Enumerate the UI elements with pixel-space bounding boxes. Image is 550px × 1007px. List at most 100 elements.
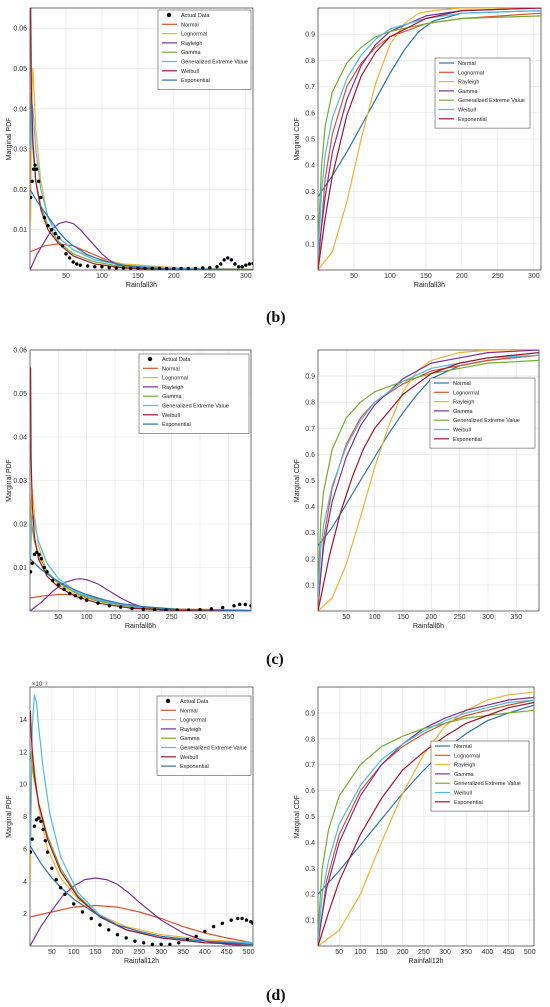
series-line-gamma xyxy=(30,751,253,945)
actual-data-point xyxy=(215,265,219,269)
actual-data-point xyxy=(32,824,37,828)
x-tick-label: 50 xyxy=(342,614,350,621)
legend-label-actual-data: Actual Data xyxy=(181,13,210,19)
actual-data-point xyxy=(244,918,249,922)
y-tick-label: 0.7 xyxy=(305,762,315,769)
series-group xyxy=(30,8,253,270)
x-tick-label: 50 xyxy=(350,273,358,280)
axes-box xyxy=(317,7,542,271)
actual-data-point xyxy=(141,941,146,945)
y-tick-label: 0.1 xyxy=(305,918,315,925)
legend-box xyxy=(156,695,252,776)
series-group xyxy=(318,691,534,946)
legend-label-generalized-extreme-value: Generalized Extreme Value xyxy=(453,418,520,424)
legend-label-exponential: Exponential xyxy=(181,78,210,84)
series-line-generalized-extreme-value xyxy=(318,359,539,591)
y-tick-label: 0.02 xyxy=(13,522,27,529)
x-tick-label: 300 xyxy=(155,949,167,956)
legend: Normal Lognormal Rayleigh Gamma Generalized … xyxy=(430,740,530,812)
actual-data-point xyxy=(211,924,216,929)
actual-data-point xyxy=(237,602,242,607)
grid xyxy=(318,687,534,946)
x-tick-label: 250 xyxy=(166,614,178,621)
y-axis-label: Marginal PDF xyxy=(6,795,13,838)
x-tick-label: 200 xyxy=(168,273,180,280)
actual-data-point xyxy=(226,256,230,260)
legend-label-exponential: Exponential xyxy=(180,764,209,770)
legend-label-normal: Normal xyxy=(180,708,198,714)
actual-data-point xyxy=(130,606,134,611)
actual-data-point xyxy=(64,252,68,256)
x-tick-label: 500 xyxy=(243,949,255,956)
series-line-gamma xyxy=(30,92,253,270)
x-tick-label: 250 xyxy=(133,949,145,956)
actual-data-point xyxy=(67,591,72,596)
legend-label-weibull: Weibull xyxy=(458,108,476,114)
actual-data-point xyxy=(240,916,244,921)
actual-data-point xyxy=(60,244,65,248)
actual-data-point xyxy=(118,605,123,609)
y-tick-label: 0.3 xyxy=(305,189,315,196)
series-line-exponential xyxy=(318,352,539,611)
actual-data-point xyxy=(30,561,34,565)
y-tick-label: 0.7 xyxy=(305,84,315,91)
x-tick-label: 50 xyxy=(62,273,70,280)
actual-data-point xyxy=(186,608,191,611)
legend-label-rayleigh: Rayleigh xyxy=(458,80,479,86)
x-tick-label: 250 xyxy=(454,614,466,621)
legend-box xyxy=(430,740,530,812)
x-tick-label: 100 xyxy=(369,614,381,621)
y-tick-label: 0.06 xyxy=(13,26,27,33)
y-tick-label: 12 xyxy=(19,749,27,756)
actual-data-point xyxy=(185,937,190,942)
legend-label-normal: Normal xyxy=(453,381,471,387)
x-tick-label: 150 xyxy=(420,273,432,280)
series-line-rayleigh xyxy=(318,8,541,270)
actual-data-point xyxy=(57,236,61,240)
panel-label-c: (c) xyxy=(266,651,284,668)
series-line-rayleigh xyxy=(318,691,534,946)
axes-box xyxy=(317,686,535,947)
x-tick-label: 350 xyxy=(510,614,522,621)
series-line-rayleigh xyxy=(30,578,167,611)
actual-data-point xyxy=(89,916,93,921)
x-axis-label: Rainfall3h xyxy=(414,282,445,289)
series-line-rayleigh xyxy=(318,350,539,611)
legend-label-generalized-extreme-value: Generalized Extreme Value xyxy=(454,781,521,787)
actual-data-point xyxy=(159,942,163,946)
x-axis-label: Rainfall3h xyxy=(126,282,157,289)
y-tick-label: 0.9 xyxy=(305,32,315,39)
series-line-lognormal xyxy=(30,67,253,270)
actual-data-point xyxy=(203,929,207,934)
x-tick-label: 200 xyxy=(456,273,468,280)
actual-data-point xyxy=(143,266,147,270)
actual-data-point xyxy=(30,179,34,184)
series-line-normal xyxy=(318,10,541,197)
actual-data-point xyxy=(194,934,198,938)
actual-data-point xyxy=(35,550,39,554)
x-tick-label: 100 xyxy=(81,614,93,621)
y-tick-label: 0.05 xyxy=(13,391,27,398)
series-line-gamma xyxy=(318,696,534,941)
x-tick-label: 200 xyxy=(397,949,409,956)
series-line-generalized-extreme-value xyxy=(318,15,541,244)
y-tick-label: 0.5 xyxy=(305,478,315,485)
legend-label-gamma: Gamma xyxy=(181,50,202,56)
series-group xyxy=(318,350,539,611)
y-tick-label: 0.5 xyxy=(305,814,315,821)
legend-marker-actual-data xyxy=(147,356,153,362)
y-tick-label: 0.4 xyxy=(305,163,315,170)
chart-b-pdf: 50 100 150 200 250 300 0.01 0.02 0.03 0.04 0.05 0.0… xyxy=(6,7,254,289)
x-tick-label: 200 xyxy=(112,949,124,956)
x-tick-label: 150 xyxy=(109,614,121,621)
actual-data-point xyxy=(31,167,36,171)
series-line-lognormal xyxy=(30,751,253,944)
actual-data-point xyxy=(39,819,43,824)
actual-data-point xyxy=(114,266,119,270)
x-tick-label: 50 xyxy=(54,614,62,621)
y-tick-label: 8 xyxy=(23,814,27,821)
axes-box xyxy=(29,686,254,947)
actual-data-point xyxy=(220,921,225,926)
actual-data-point xyxy=(30,837,34,841)
series-line-generalized-extreme-value xyxy=(30,514,251,611)
